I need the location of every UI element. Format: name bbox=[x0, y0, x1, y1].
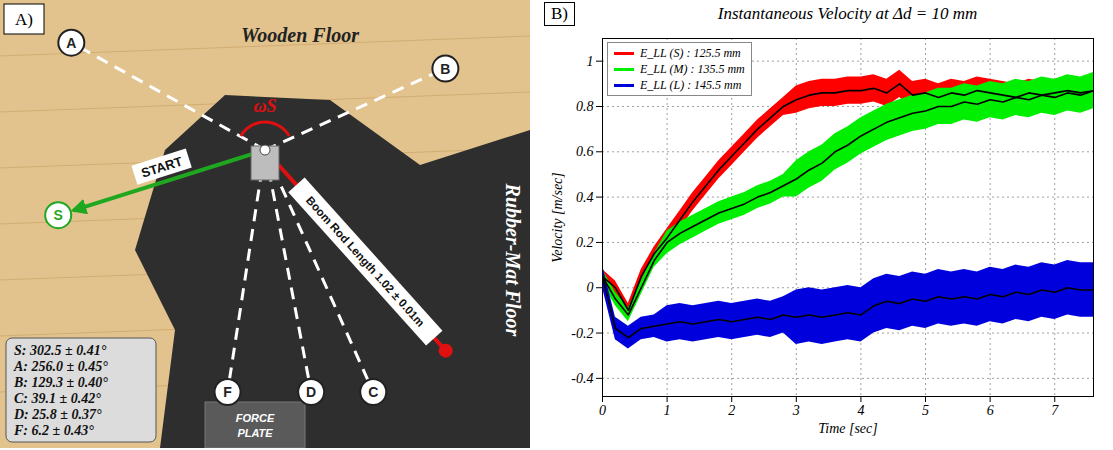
svg-text:6: 6 bbox=[987, 403, 994, 418]
svg-text:A: 256.0 ± 0.45°: A: 256.0 ± 0.45° bbox=[13, 359, 108, 374]
svg-text:7: 7 bbox=[1051, 403, 1059, 418]
svg-text:0.8: 0.8 bbox=[576, 99, 594, 114]
svg-text:0.4: 0.4 bbox=[576, 190, 594, 205]
svg-text:ωS: ωS bbox=[253, 96, 276, 116]
svg-text:0: 0 bbox=[599, 403, 606, 418]
svg-text:START: START bbox=[139, 154, 184, 181]
html-text:E_LL (L) : 145.5 mm: E_LL (L) : 145.5 mm bbox=[640, 77, 742, 92]
html-text:B): B) bbox=[551, 4, 568, 23]
svg-text:2: 2 bbox=[728, 403, 735, 418]
svg-text:0.2: 0.2 bbox=[576, 235, 594, 250]
svg-text:0: 0 bbox=[587, 280, 594, 295]
svg-text:C: 39.1 ± 0.42°: C: 39.1 ± 0.42° bbox=[14, 391, 101, 406]
svg-text:D: D bbox=[306, 384, 316, 400]
svg-text:Rubber-Mat Floor: Rubber-Mat Floor bbox=[502, 183, 524, 337]
html-text:Instantaneous Velocity at Δd =: Instantaneous Velocity at Δd = 10 mm bbox=[717, 4, 978, 23]
svg-text:5: 5 bbox=[922, 403, 929, 418]
svg-text:F: F bbox=[223, 384, 232, 400]
svg-text:B: B bbox=[440, 61, 450, 77]
svg-text:F: 6.2 ± 0.43°: F: 6.2 ± 0.43° bbox=[13, 423, 94, 438]
svg-text:FORCE: FORCE bbox=[236, 412, 275, 424]
svg-text:S: 302.5 ± 0.41°: S: 302.5 ± 0.41° bbox=[14, 343, 107, 358]
svg-text:Boom Rod Length 1.02 ± 0.01m: Boom Rod Length 1.02 ± 0.01m bbox=[304, 194, 427, 329]
html-text:E_LL (S) : 125.5 mm: E_LL (S) : 125.5 mm bbox=[640, 45, 741, 60]
svg-text:Time [sec]: Time [sec] bbox=[818, 421, 878, 436]
svg-text:0.6: 0.6 bbox=[576, 144, 594, 159]
svg-text:Velocity [m/sec]: Velocity [m/sec] bbox=[550, 172, 565, 263]
svg-text:D: 25.8 ± 0.37°: D: 25.8 ± 0.37° bbox=[13, 407, 102, 422]
svg-text:A): A) bbox=[15, 10, 33, 29]
svg-text:4: 4 bbox=[857, 403, 864, 418]
svg-text:3: 3 bbox=[792, 403, 800, 418]
svg-text:1: 1 bbox=[587, 54, 594, 69]
html-text:E_LL (M) : 135.5 mm: E_LL (M) : 135.5 mm bbox=[640, 61, 745, 76]
svg-text:A: A bbox=[66, 35, 76, 51]
svg-text:-0.4: -0.4 bbox=[571, 371, 593, 386]
svg-text:Wooden Floor: Wooden Floor bbox=[241, 24, 359, 46]
svg-text:C: C bbox=[368, 384, 378, 400]
svg-text:-0.2: -0.2 bbox=[571, 326, 593, 341]
svg-text:PLATE: PLATE bbox=[237, 427, 273, 439]
svg-text:S: S bbox=[54, 207, 63, 223]
svg-text:B: 129.3 ± 0.40°: B: 129.3 ± 0.40° bbox=[13, 375, 108, 390]
svg-text:1: 1 bbox=[664, 403, 671, 418]
